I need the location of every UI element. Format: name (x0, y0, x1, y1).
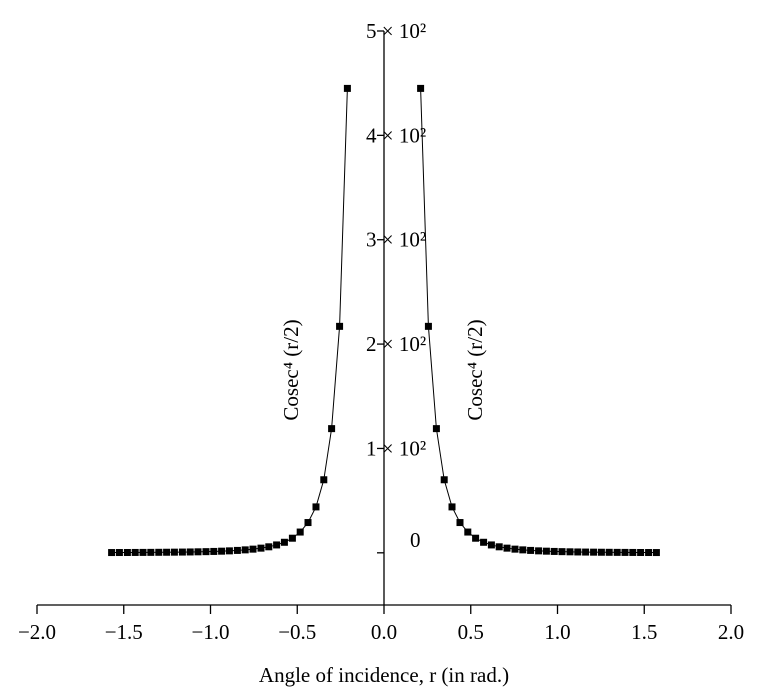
marker (652, 549, 660, 557)
marker (202, 548, 210, 556)
marker (495, 543, 503, 551)
marker (621, 548, 629, 556)
marker (432, 425, 440, 433)
y-tick-label: 3 × 10² (366, 228, 426, 252)
marker (487, 541, 495, 549)
x-tick-label: 0.0 (371, 620, 397, 644)
marker (464, 528, 472, 536)
marker (257, 544, 265, 552)
x-tick-label: −0.5 (278, 620, 316, 644)
marker (265, 543, 273, 551)
x-tick-label: 2.0 (718, 620, 744, 644)
marker (597, 548, 605, 556)
marker (645, 549, 653, 557)
marker (456, 519, 464, 527)
marker (249, 545, 257, 553)
marker (448, 503, 456, 511)
marker (424, 322, 432, 330)
marker (115, 549, 123, 557)
marker (280, 538, 288, 546)
marker (542, 547, 550, 555)
marker (186, 548, 194, 556)
marker (605, 548, 613, 556)
marker (320, 476, 328, 484)
rotated-label: Cosec⁴ (r/2) (279, 319, 303, 420)
marker (131, 548, 139, 556)
marker (225, 547, 233, 555)
series-line (111, 88, 348, 554)
marker (296, 528, 304, 536)
marker (155, 548, 163, 556)
marker (417, 84, 425, 92)
marker (273, 541, 281, 549)
marker (566, 548, 574, 556)
series-line (420, 88, 657, 554)
marker (218, 547, 226, 555)
marker (241, 546, 249, 554)
marker (629, 548, 637, 556)
marker (519, 546, 527, 554)
marker (312, 503, 320, 511)
marker (535, 547, 543, 555)
y-tick-label: 5 × 10² (366, 19, 426, 43)
marker (336, 322, 344, 330)
marker (194, 548, 202, 556)
marker (440, 476, 448, 484)
rotated-label: Cosec⁴ (r/2) (463, 319, 487, 420)
marker (343, 84, 351, 92)
y-tick-label: 1 × 10² (366, 436, 426, 460)
x-tick-label: 0.5 (458, 620, 484, 644)
marker (558, 548, 566, 556)
marker (328, 425, 336, 433)
marker (178, 548, 186, 556)
x-axis-label: Angle of incidence, r (in rad.) (259, 663, 509, 687)
marker (163, 548, 171, 556)
marker (574, 548, 582, 556)
marker (288, 534, 296, 542)
marker (472, 534, 480, 542)
marker (170, 548, 178, 556)
x-tick-label: −2.0 (18, 620, 56, 644)
marker (590, 548, 598, 556)
marker (123, 548, 131, 556)
y-tick-label: 2 × 10² (366, 332, 426, 356)
marker (511, 545, 519, 553)
x-tick-label: −1.0 (191, 620, 229, 644)
marker (304, 519, 312, 527)
marker (637, 548, 645, 556)
marker (139, 548, 147, 556)
marker (108, 549, 116, 557)
marker (147, 548, 155, 556)
marker (210, 547, 218, 555)
y-tick-label: 0 (410, 528, 421, 552)
y-tick-label: 4 × 10² (366, 123, 426, 147)
marker (480, 538, 488, 546)
x-tick-label: −1.5 (105, 620, 143, 644)
marker (503, 544, 511, 552)
x-tick-label: 1.0 (544, 620, 570, 644)
marker (233, 546, 241, 554)
marker (527, 546, 535, 554)
marker (550, 547, 558, 555)
marker (613, 548, 621, 556)
x-tick-label: 1.5 (631, 620, 657, 644)
marker (582, 548, 590, 556)
